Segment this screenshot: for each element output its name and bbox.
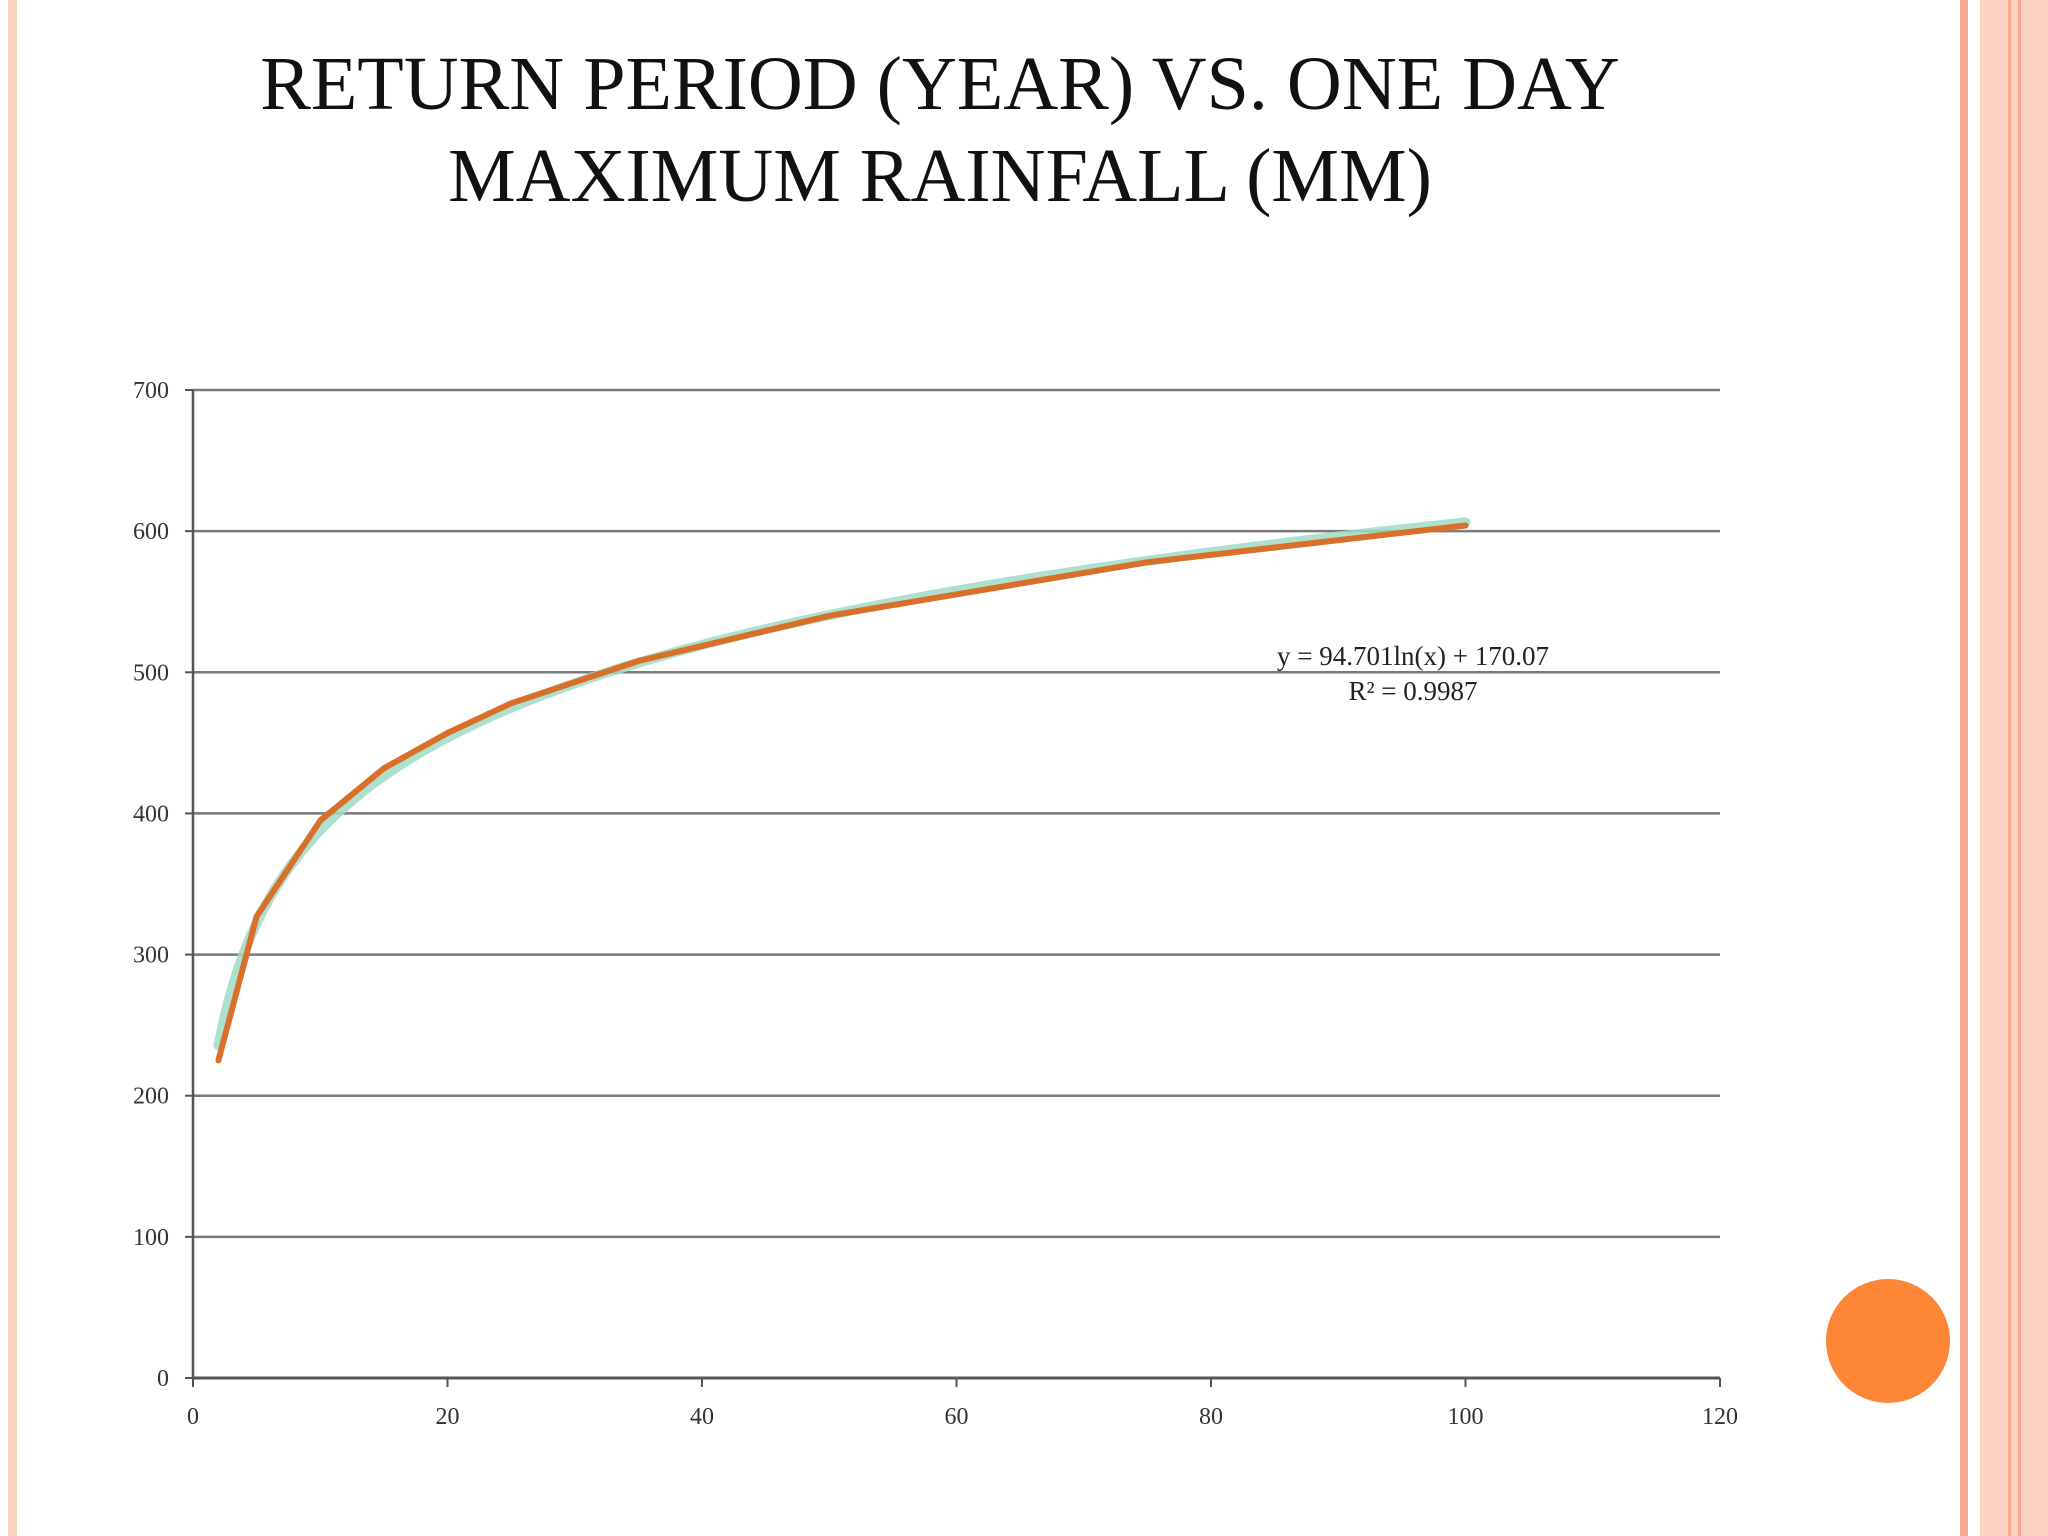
series-point-1-2 [254, 914, 259, 919]
x-tick-label-120: 120 [1702, 1404, 1738, 1430]
series-point-1-7 [636, 658, 641, 663]
left-frame-bar [8, 0, 17, 1536]
trendline-annotation: y = 94.701ln(x) + 170.07 R² = 0.9987 [1277, 641, 1549, 706]
y-tick-label-700: 700 [133, 378, 169, 404]
right-frame-stripe [1960, 0, 1968, 1536]
series-point-1-10 [1463, 523, 1468, 528]
right-frame-band [1980, 0, 2048, 1536]
grid-lines [193, 388, 1720, 1239]
title-line-1: RETURN PERIOD (YEAR) VS. ONE DAY [260, 42, 1620, 126]
trendline-equation: y = 94.701ln(x) + 170.07 [1277, 641, 1549, 671]
y-tick-label-0: 0 [157, 1366, 169, 1392]
axes [185, 389, 1721, 1387]
series-point-1-8 [827, 613, 832, 618]
plot-area [213, 517, 1471, 1064]
series-point-1-1 [216, 1058, 221, 1063]
y-tick-label-500: 500 [133, 660, 169, 686]
x-tick-label-0: 0 [187, 1404, 199, 1430]
trendline-path [213, 517, 1471, 1051]
tick-labels: 0 100 200 300 400 500 600 700 0 20 40 60 80 100 120 [133, 378, 1738, 1430]
title-line-2: MAXIMUM RAINFALL (MM) [448, 134, 1432, 218]
x-tick-label-100: 100 [1448, 1404, 1484, 1430]
y-tick-label-100: 100 [133, 1225, 169, 1251]
series-line-1 [215, 522, 1469, 1064]
accent-circle [1826, 1279, 1950, 1403]
right-frame-line-1 [2008, 0, 2011, 1536]
x-tick-label-60: 60 [945, 1404, 969, 1430]
x-tick-label-40: 40 [690, 1404, 714, 1430]
y-tick-label-400: 400 [133, 801, 169, 827]
series-point-1-4 [381, 766, 386, 771]
right-frame-line-2 [2018, 0, 2021, 1536]
series-point-1-6 [509, 701, 514, 706]
y-tick-label-600: 600 [133, 519, 169, 545]
series-point-1-5 [445, 730, 450, 735]
x-tick-label-80: 80 [1199, 1404, 1223, 1430]
series-point-1-9 [1145, 560, 1150, 565]
y-tick-label-200: 200 [133, 1084, 169, 1110]
trendline-r-squared: R² = 0.9987 [1348, 676, 1477, 706]
slide-title: RETURN PERIOD (YEAR) VS. ONE DAY MAXIMUM… [200, 38, 1680, 222]
x-tick-label-20: 20 [436, 1404, 460, 1430]
y-tick-label-300: 300 [133, 943, 169, 969]
series-point-1-3 [318, 818, 323, 823]
